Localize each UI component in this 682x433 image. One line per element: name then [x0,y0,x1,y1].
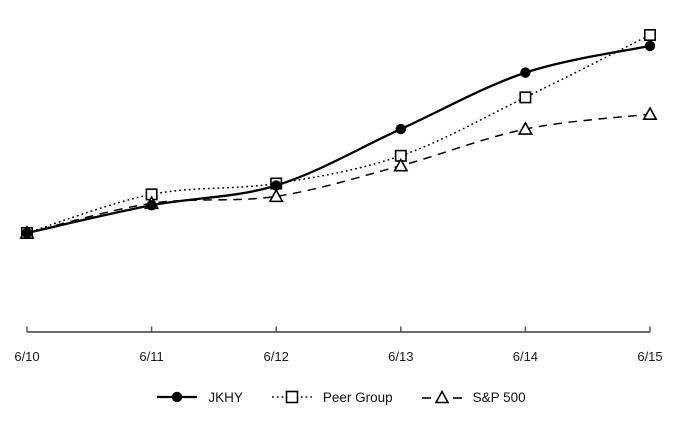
series-marker-jkhy [520,67,531,78]
series-line-jkhy [26,44,651,235]
legend-item-peer-group: Peer Group [271,390,393,405]
series-marker-jkhy [146,200,157,211]
legend-label-peer-group: Peer Group [322,389,393,405]
series-marker-jkhy [395,123,406,135]
series-marker-s-p-500 [642,106,658,120]
x-axis-tick-label: 6/11 [139,349,163,364]
series-marker-jkhy [271,180,282,191]
x-axis-tick-label: 6/12 [264,349,289,364]
x-axis-tick-label: 6/15 [637,349,662,364]
jkhy-solid-line-circle-icon [157,391,198,403]
series-marker-s-p-500 [268,188,284,203]
series-marker-s-p-500 [517,121,533,135]
x-axis-tick-label: 6/13 [388,349,413,364]
series-marker-peer-group [643,28,656,41]
sp500-dashed-line-triangle-icon [421,389,462,403]
series-marker-peer-group [519,91,532,104]
legend-label-jkhy: JKHY [208,389,243,405]
legend-label-sp500: S&P 500 [472,389,526,405]
series-line-s-p-500 [26,113,651,234]
x-axis-tick-label: 6/10 [14,349,39,364]
peer-group-dotted-line-square-icon [271,390,312,404]
legend-item-sp500: S&P 500 [421,389,526,405]
series-marker-jkhy [21,227,33,239]
x-axis-tick-label: 6/14 [513,349,538,364]
series-marker-jkhy [644,40,656,52]
series-line-peer-group [26,34,651,234]
series-marker-s-p-500 [393,157,409,172]
legend-item-jkhy: JKHY [156,390,243,405]
legend: JKHY Peer Group S&P 500 [0,384,682,410]
